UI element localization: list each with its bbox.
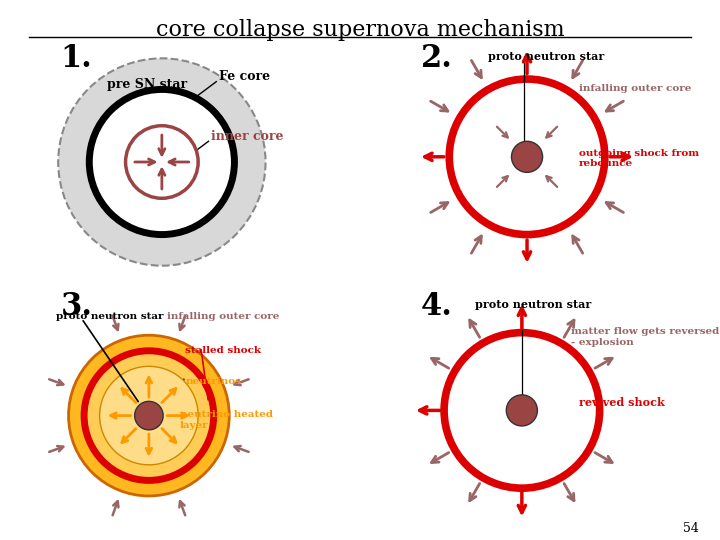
Circle shape <box>125 126 198 198</box>
Text: neutrino heated
layer: neutrino heated layer <box>180 410 273 430</box>
Text: proto neutron star: proto neutron star <box>488 51 604 62</box>
Text: 3.: 3. <box>60 291 93 322</box>
Circle shape <box>84 351 214 481</box>
Text: inner core: inner core <box>211 130 284 143</box>
Text: neutrinos: neutrinos <box>185 377 241 386</box>
Text: Fe core: Fe core <box>219 70 270 83</box>
Text: 54: 54 <box>683 522 698 535</box>
Circle shape <box>68 335 229 496</box>
Text: 1.: 1. <box>60 43 92 74</box>
Text: infalling outer core: infalling outer core <box>167 312 279 321</box>
Text: outgoing shock from
rebounce: outgoing shock from rebounce <box>579 149 699 168</box>
Text: revived shock: revived shock <box>579 397 665 408</box>
Text: infalling outer core: infalling outer core <box>579 84 691 93</box>
Text: stalled shock: stalled shock <box>185 346 261 355</box>
Circle shape <box>506 395 537 426</box>
Circle shape <box>99 366 198 465</box>
Text: matter flow gets reversed
- explosion: matter flow gets reversed - explosion <box>571 327 719 347</box>
Text: proto neutron star: proto neutron star <box>55 312 163 321</box>
Circle shape <box>58 58 266 266</box>
Text: 2.: 2. <box>420 43 453 74</box>
Text: proto neutron star: proto neutron star <box>475 299 591 310</box>
Circle shape <box>511 141 543 172</box>
Text: pre SN star: pre SN star <box>107 78 187 91</box>
Text: 4.: 4. <box>420 291 453 322</box>
Circle shape <box>89 90 235 234</box>
Circle shape <box>135 401 163 430</box>
Text: core collapse supernova mechanism: core collapse supernova mechanism <box>156 19 564 41</box>
